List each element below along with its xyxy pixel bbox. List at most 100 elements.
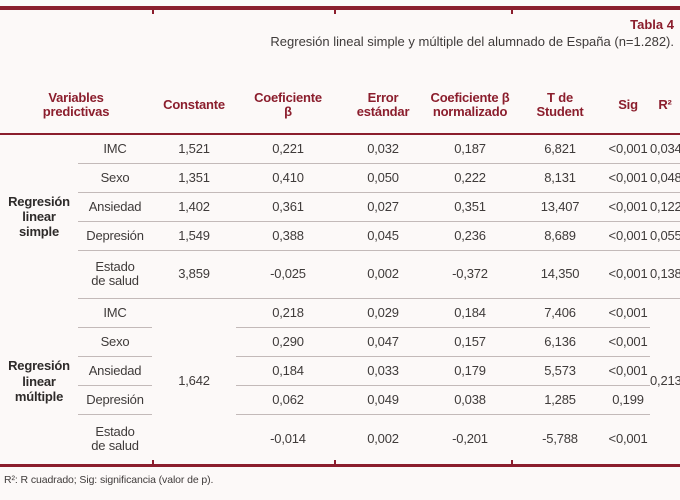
table-row: Estado de salud -0,014 0,002 -0,201 -5,7… [0, 414, 680, 464]
table-row: Ansiedad 0,184 0,033 0,179 5,573 <0,001 [0, 356, 680, 386]
value-cell: 7,406 [514, 298, 607, 328]
variable-cell: IMC [78, 298, 153, 328]
value-cell: 0,034 [650, 134, 680, 164]
value-cell: 0,410 [236, 163, 341, 193]
variable-cell: Depresión [78, 221, 153, 251]
variable-cell: Ansiedad [78, 192, 153, 222]
table-row: Regresión linear múltiple IMC 1,642 0,21… [0, 298, 680, 404]
header-constante: Constante [152, 82, 237, 136]
rule-tick [511, 460, 513, 465]
value-cell: -0,025 [236, 250, 341, 299]
variable-cell: Depresión [78, 385, 153, 415]
table-row: Estado de salud 3,859 -0,025 0,002 -0,37… [0, 250, 680, 299]
value-cell: 8,689 [514, 221, 607, 251]
value-cell: 0,050 [340, 163, 427, 193]
value-cell: 0,055 [650, 221, 680, 251]
header-row: Variables predictivas Constante Coeficie… [0, 82, 680, 136]
header-beta-normalizado: Coeficiente β normalizado [426, 82, 515, 136]
table-row: Depresión 1,549 0,388 0,045 0,236 8,689 … [0, 221, 680, 251]
title-block: Tabla 4 Regresión lineal simple y múltip… [0, 10, 680, 49]
table-row: Ansiedad 1,402 0,361 0,027 0,351 13,407 … [0, 192, 680, 222]
value-cell: 1,549 [152, 221, 237, 251]
value-cell: -5,788 [542, 431, 578, 447]
value-cell: 0,138 [650, 250, 680, 299]
value-cell: 0,027 [340, 192, 427, 222]
group-label-simple: Regresión linear simple [8, 193, 70, 240]
rule-tick [152, 10, 154, 14]
value-cell: 0,184 [236, 356, 341, 386]
table-row: Regresión linear simple IMC 1,521 0,221 … [0, 134, 680, 239]
value-cell: 13,407 [514, 192, 607, 222]
value-cell: 0,157 [426, 327, 515, 357]
variable-cell: Sexo [78, 163, 153, 193]
value-cell: 6,136 [514, 327, 607, 357]
value-cell: <0,001 [606, 356, 651, 386]
value-cell: <0,001 [606, 163, 651, 193]
value-cell: <0,001 [606, 298, 651, 328]
value-cell: 0,199 [606, 385, 651, 415]
value-cell: 0,179 [426, 356, 515, 386]
value-cell: 0,045 [340, 221, 427, 251]
table-row: Sexo 0,290 0,047 0,157 6,136 <0,001 [0, 327, 680, 357]
value-cell: 0,218 [236, 298, 341, 328]
value-cell: <0,001 [606, 327, 651, 357]
value-cell: 0,122 [650, 192, 680, 222]
value-cell: 0,029 [340, 298, 427, 328]
value-cell: -0,372 [426, 250, 515, 299]
value-cell: 0,184 [426, 298, 515, 328]
value-cell: 0,221 [236, 134, 341, 164]
value-cell: 5,573 [514, 356, 607, 386]
header-error-estandar: Error estándar [340, 82, 427, 136]
value-cell: 6,821 [514, 134, 607, 164]
value-cell: 0,062 [236, 385, 341, 415]
value-cell: 0,038 [426, 385, 515, 415]
variable-cell: IMC [78, 134, 153, 164]
table-row: Depresión 0,062 0,049 0,038 1,285 0,199 [0, 385, 680, 415]
value-cell: 3,859 [152, 250, 237, 299]
header-coeficiente-beta: Coeficiente β [236, 82, 341, 136]
table-row: Sexo 1,351 0,410 0,050 0,222 8,131 <0,00… [0, 163, 680, 193]
merged-r2-cell: 0,213 [650, 373, 680, 389]
group-label-multiple: Regresión linear múltiple [8, 358, 70, 404]
variable-cell: Ansiedad [78, 356, 153, 386]
value-cell: 0,187 [426, 134, 515, 164]
rule-tick [334, 10, 336, 14]
value-cell: 14,350 [514, 250, 607, 299]
top-rule [0, 6, 680, 14]
value-cell: <0,001 [608, 431, 648, 447]
value-cell: 8,131 [514, 163, 607, 193]
value-cell: 1,285 [514, 385, 607, 415]
value-cell: 0,033 [340, 356, 427, 386]
merged-constante-cell: 1,642 [178, 373, 210, 389]
value-cell: 0,222 [426, 163, 515, 193]
value-cell: 1,521 [152, 134, 237, 164]
paper-table-page: Tabla 4 Regresión lineal simple y múltip… [0, 6, 680, 500]
table-number: Tabla 4 [630, 17, 674, 32]
value-cell: 0,049 [340, 385, 427, 415]
value-cell: 1,402 [152, 192, 237, 222]
value-cell: 0,002 [340, 250, 427, 299]
value-cell: <0,001 [606, 221, 651, 251]
value-cell: 0,032 [340, 134, 427, 164]
value-cell: 0,002 [367, 431, 399, 447]
header-t-student: T de Student [514, 82, 607, 136]
variable-cell: Estado de salud [91, 424, 139, 454]
value-cell: -0,014 [270, 431, 306, 447]
header-sig: Sig [606, 82, 651, 136]
value-cell: <0,001 [606, 134, 651, 164]
variable-cell: Sexo [78, 327, 153, 357]
header-variables: Variables predictivas [0, 82, 153, 136]
value-cell: 1,351 [152, 163, 237, 193]
value-cell: <0,001 [606, 192, 651, 222]
table-footnote: R²: R cuadrado; Sig: significancia (valo… [4, 474, 214, 487]
bottom-rule [0, 460, 680, 468]
value-cell: 0,351 [426, 192, 515, 222]
value-cell: 0,236 [426, 221, 515, 251]
value-cell: <0,001 [606, 250, 651, 299]
table-caption: Regresión lineal simple y múltiple del a… [270, 33, 674, 49]
value-cell: -0,201 [452, 431, 488, 447]
rule-tick [152, 460, 154, 465]
value-cell: 0,048 [650, 163, 680, 193]
value-cell: 0,361 [236, 192, 341, 222]
regression-table: Variables predictivas Constante Coeficie… [0, 82, 680, 464]
